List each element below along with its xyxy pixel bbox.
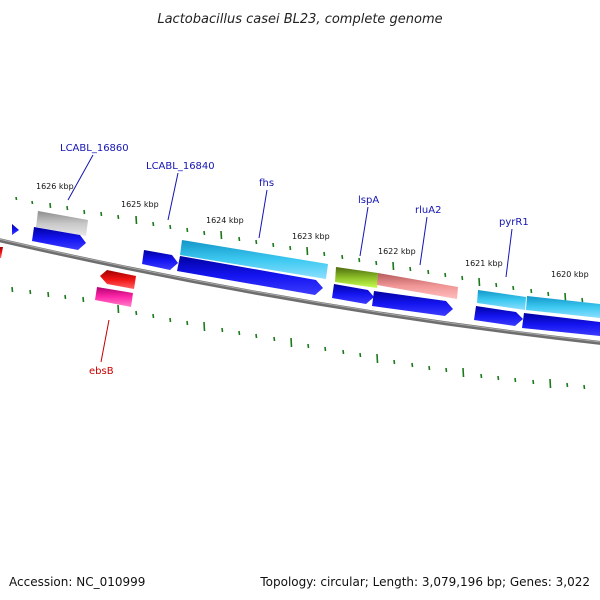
kbp-label-1620: 1620 kbp [551,270,589,279]
callout-pyrR1 [505,228,513,278]
gene-feature-lcabl-16860[interactable] [36,211,88,236]
cds-arrow-lcabl-16840[interactable] [142,250,178,270]
kbp-label-1626: 1626 kbp [36,182,74,191]
cds-arrow-lcabl-16860[interactable] [32,227,86,250]
cds-arrow-reverse[interactable] [0,247,3,258]
gene-feature-lspA[interactable] [335,267,378,288]
cds-arrow-lspA[interactable] [332,284,374,304]
inner-tick-row [11,286,586,390]
gene-label-pyrR1[interactable]: pyrR1 [499,217,529,228]
genome-backbone-highlight [0,238,600,343]
reverse-strand [0,247,136,307]
gene-feature-rluA2[interactable] [377,273,458,299]
gene-label-lspA[interactable]: lspA [358,195,379,206]
gene-label-ebsB[interactable]: ebsB [89,366,114,377]
gene-label-rluA2[interactable]: rluA2 [415,205,441,216]
gene-label-lcabl-16860[interactable]: LCABL_16860 [60,143,129,154]
genome-summary-text: Topology: circular; Length: 3,079,196 bp… [259,575,590,589]
cds-arrow-fhs[interactable] [177,256,323,295]
cds-arrow[interactable] [522,313,600,336]
cds-arrow[interactable] [12,224,19,235]
gene-feature-fhs[interactable] [180,240,328,279]
forward-cds [12,224,600,336]
callout-lspA [359,206,369,257]
genome-backbone [0,238,600,345]
kbp-label-1621: 1621 kbp [465,259,503,268]
callout-ebsB [100,319,110,363]
kbp-label-1623: 1623 kbp [292,232,330,241]
gene-labels: LCABL_16860 LCABL_16840 fhs lspA rluA2 p… [60,143,529,377]
gene-feature-pyrR1-a[interactable] [477,290,526,310]
callout-rluA2 [419,216,428,266]
kbp-scale: 1626 kbp 1625 kbp 1624 kbp 1623 kbp 1622… [36,182,589,279]
gene-label-fhs[interactable]: fhs [259,178,274,189]
outer-tick-row [15,196,584,303]
callout-fhs [258,189,268,239]
callout-lcabl-16860 [67,154,94,201]
cds-arrow-ebsB[interactable] [100,270,136,289]
kbp-label-1625: 1625 kbp [121,200,159,209]
callout-lines [67,154,513,363]
gene-label-lcabl-16840[interactable]: LCABL_16840 [146,161,215,172]
gene-feature-pyrR1-b[interactable] [526,296,600,318]
gene-feature-ebsB[interactable] [95,287,133,307]
map-title: Lactobacillus casei BL23, complete genom… [157,12,442,27]
accession-text: Accession: NC_010999 [9,575,145,589]
forward-strand [36,211,600,318]
callout-lcabl-16840 [167,172,179,221]
cds-arrow-rluA2[interactable] [372,291,453,316]
cds-arrow-pyrR1[interactable] [474,306,523,326]
kbp-label-1622: 1622 kbp [378,247,416,256]
kbp-label-1624: 1624 kbp [206,216,244,225]
